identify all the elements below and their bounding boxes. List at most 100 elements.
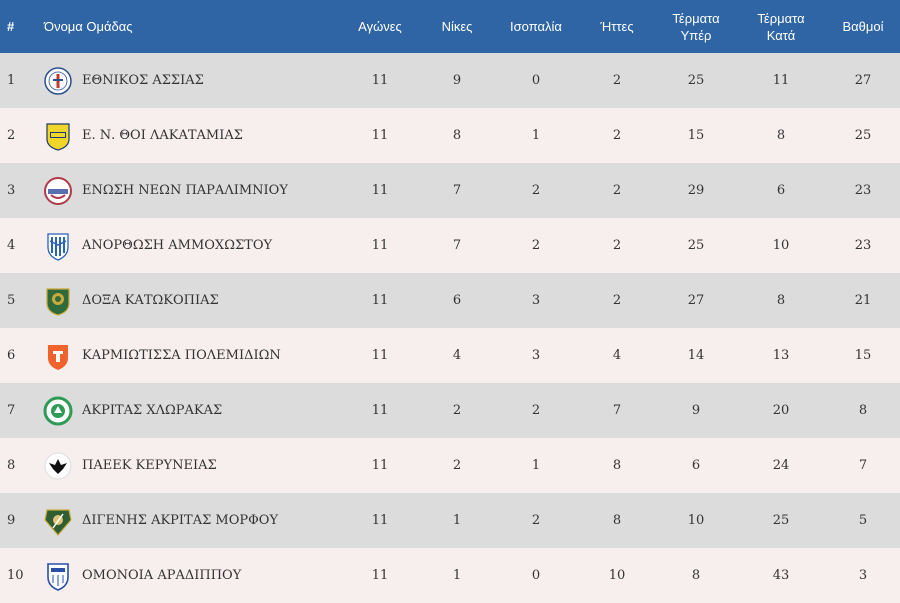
row-team[interactable]: ΔΙΓΕΝΗΣ ΑΚΡΙΤΑΣ ΜΟΡΦΟΥ	[40, 493, 340, 548]
row-losses: 8	[612, 513, 622, 528]
table-row: 5 ΔΟΞΑ ΚΑΤΩΚΟΠΙΑΣ 11 6 3 2 27 8 21	[0, 273, 900, 328]
row-draws: 2	[531, 513, 541, 528]
team-name-link[interactable]: ΚΑΡΜΙΩΤΙΣΣΑ ΠΟΛΕΜΙΔΙΩΝ	[82, 348, 281, 363]
team-cell[interactable]: ΔΟΞΑ ΚΑΤΩΚΟΠΙΑΣ	[43, 286, 340, 316]
row-draws: 2	[531, 238, 541, 253]
table-row: 8 ΠΑΕΕΚ ΚΕΡΥΝΕΙΑΣ 11 2 1 8 6 24 7	[0, 438, 900, 493]
row-played: 11	[371, 183, 389, 198]
header-losses: Ήττες	[600, 19, 634, 34]
row-goals-against: 24	[772, 458, 790, 473]
row-points: 27	[854, 73, 872, 88]
row-losses: 10	[608, 568, 626, 583]
header-goals-against-line2: Κατά	[766, 27, 796, 43]
header-goals-for: Τέρματα Υπέρ	[656, 0, 736, 53]
team-cell[interactable]: ΔΙΓΕΝΗΣ ΑΚΡΙΤΑΣ ΜΟΡΦΟΥ	[43, 506, 340, 536]
row-points: 25	[854, 128, 872, 143]
row-team[interactable]: ΟΜΟΝΟΙΑ ΑΡΑΔΙΠΠΟΥ	[40, 548, 340, 603]
team-cell[interactable]: ΑΚΡΙΤΑΣ ΧΛΩΡΑΚΑΣ	[43, 396, 340, 426]
row-draws: 2	[531, 403, 541, 418]
row-points: 7	[858, 458, 868, 473]
row-position: 8	[7, 458, 16, 473]
akritas-chlorakas-crest-icon	[43, 396, 73, 426]
row-played: 11	[371, 568, 389, 583]
row-goals-for: 6	[691, 458, 701, 473]
row-draws: 3	[531, 348, 541, 363]
row-team[interactable]: ΑΝΟΡΘΩΣΗ ΑΜΜΟΧΩΣΤΟΥ	[40, 218, 340, 273]
row-points: 23	[854, 183, 872, 198]
team-name-link[interactable]: Ε. Ν. ΘΟΙ ΛΑΚΑΤΑΜΙΑΣ	[82, 128, 243, 143]
header-team-name: Όνομα Ομάδας	[44, 19, 133, 34]
row-team[interactable]: ΑΚΡΙΤΑΣ ΧΛΩΡΑΚΑΣ	[40, 383, 340, 438]
row-losses: 8	[612, 458, 622, 473]
table-row: 2 Ε. Ν. ΘΟΙ ΛΑΚΑΤΑΜΙΑΣ 11 8 1 2 15 8 25	[0, 108, 900, 163]
row-points: 15	[854, 348, 872, 363]
row-goals-against: 6	[776, 183, 786, 198]
row-goals-for: 10	[687, 513, 705, 528]
row-played: 11	[371, 403, 389, 418]
team-cell[interactable]: ΕΘΝΙΚΟΣ ΑΣΣΙΑΣ	[43, 66, 340, 96]
row-goals-against: 10	[772, 238, 790, 253]
header-goals-for-line2: Υπέρ	[680, 27, 712, 43]
team-name-link[interactable]: ΕΘΝΙΚΟΣ ΑΣΣΙΑΣ	[82, 73, 204, 88]
row-goals-for: 25	[687, 238, 705, 253]
team-name-link[interactable]: ΔΟΞΑ ΚΑΤΩΚΟΠΙΑΣ	[82, 293, 219, 308]
row-position: 2	[7, 128, 16, 143]
team-name-link[interactable]: ΑΝΟΡΘΩΣΗ ΑΜΜΟΧΩΣΤΟΥ	[82, 238, 273, 253]
row-losses: 7	[612, 403, 622, 418]
row-position: 4	[7, 238, 16, 253]
row-played: 11	[371, 128, 389, 143]
header-goals-against: Τέρματα Κατά	[736, 0, 826, 53]
row-goals-against: 11	[772, 73, 790, 88]
team-name-link[interactable]: ΑΚΡΙΤΑΣ ΧΛΩΡΑΚΑΣ	[82, 403, 223, 418]
row-points: 3	[858, 568, 868, 583]
row-goals-against: 8	[776, 293, 786, 308]
table-row: 6 ΚΑΡΜΙΩΤΙΣΣΑ ΠΟΛΕΜΙΔΙΩΝ 11 4 3 4 14 13 …	[0, 328, 900, 383]
row-played: 11	[371, 513, 389, 528]
row-position: 10	[7, 568, 24, 583]
thoi-lakatamias-crest-icon	[43, 121, 73, 151]
row-goals-for: 25	[687, 73, 705, 88]
row-draws: 3	[531, 293, 541, 308]
row-wins: 2	[452, 403, 462, 418]
row-losses: 2	[612, 73, 622, 88]
row-draws: 0	[531, 568, 541, 583]
table-row: 3 ΕΝΩΣΗ ΝΕΩΝ ΠΑΡΑΛΙΜΝΙΟΥ 11 7 2 2 29 6 2…	[0, 163, 900, 218]
table-row: 4 ΑΝΟΡΘΩΣΗ ΑΜΜΟΧΩΣΤΟΥ 11 7 2 2 25 10 23	[0, 218, 900, 273]
team-cell[interactable]: ΕΝΩΣΗ ΝΕΩΝ ΠΑΡΑΛΙΜΝΙΟΥ	[43, 176, 340, 206]
row-team[interactable]: ΔΟΞΑ ΚΑΤΩΚΟΠΙΑΣ	[40, 273, 340, 328]
team-name-link[interactable]: ΟΜΟΝΟΙΑ ΑΡΑΔΙΠΠΟΥ	[82, 568, 242, 583]
header-points: Βαθμοί	[842, 19, 884, 34]
team-cell[interactable]: ΟΜΟΝΟΙΑ ΑΡΑΔΙΠΠΟΥ	[43, 561, 340, 591]
row-team[interactable]: ΕΘΝΙΚΟΣ ΑΣΣΙΑΣ	[40, 53, 340, 108]
row-losses: 2	[612, 293, 622, 308]
table-header-row: # Όνομα Ομάδας Αγώνες Νίκες Ισοπαλία Ήττ…	[0, 0, 900, 53]
team-name-link[interactable]: ΕΝΩΣΗ ΝΕΩΝ ΠΑΡΑΛΙΜΝΙΟΥ	[82, 183, 288, 198]
row-losses: 2	[612, 238, 622, 253]
row-position: 5	[7, 293, 16, 308]
row-goals-for: 29	[687, 183, 705, 198]
team-name-link[interactable]: ΠΑΕΕΚ ΚΕΡΥΝΕΙΑΣ	[82, 458, 217, 473]
header-goals-against-line1: Τέρματα	[757, 10, 805, 26]
team-cell[interactable]: ΑΝΟΡΘΩΣΗ ΑΜΜΟΧΩΣΤΟΥ	[43, 231, 340, 261]
row-wins: 9	[452, 73, 462, 88]
ethnikos-assias-crest-icon	[43, 66, 73, 96]
row-draws: 2	[531, 183, 541, 198]
row-wins: 2	[452, 458, 462, 473]
team-cell[interactable]: Ε. Ν. ΘΟΙ ΛΑΚΑΤΑΜΙΑΣ	[43, 121, 340, 151]
header-goals-for-line1: Τέρματα	[672, 10, 720, 26]
omonia-aradippou-crest-icon	[43, 561, 73, 591]
row-points: 5	[858, 513, 868, 528]
row-team[interactable]: ΠΑΕΕΚ ΚΕΡΥΝΕΙΑΣ	[40, 438, 340, 493]
row-goals-for: 9	[691, 403, 701, 418]
row-team[interactable]: ΕΝΩΣΗ ΝΕΩΝ ΠΑΡΑΛΙΜΝΙΟΥ	[40, 163, 340, 218]
row-team[interactable]: ΚΑΡΜΙΩΤΙΣΣΑ ΠΟΛΕΜΙΔΙΩΝ	[40, 328, 340, 383]
doxa-katokopias-crest-icon	[43, 286, 73, 316]
team-cell[interactable]: ΚΑΡΜΙΩΤΙΣΣΑ ΠΟΛΕΜΙΔΙΩΝ	[43, 341, 340, 371]
row-played: 11	[371, 238, 389, 253]
row-team[interactable]: Ε. Ν. ΘΟΙ ΛΑΚΑΤΑΜΙΑΣ	[40, 108, 340, 163]
row-draws: 0	[531, 73, 541, 88]
team-name-link[interactable]: ΔΙΓΕΝΗΣ ΑΚΡΙΤΑΣ ΜΟΡΦΟΥ	[82, 513, 279, 528]
row-draws: 1	[531, 458, 541, 473]
team-cell[interactable]: ΠΑΕΕΚ ΚΕΡΥΝΕΙΑΣ	[43, 451, 340, 481]
